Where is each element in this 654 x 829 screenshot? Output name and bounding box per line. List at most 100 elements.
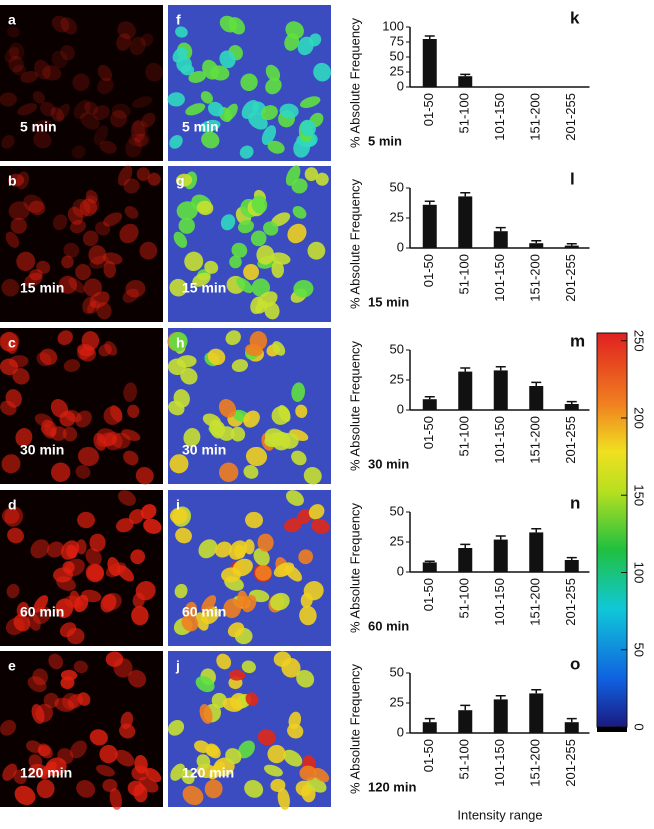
cell — [184, 601, 197, 618]
cell — [140, 504, 157, 520]
cell — [0, 331, 20, 352]
x-tick-label: 201-255 — [563, 578, 578, 626]
chart-label: 60 min — [368, 618, 409, 633]
cell — [244, 780, 264, 798]
cell — [173, 389, 190, 408]
cell — [304, 167, 319, 182]
cell — [104, 341, 118, 356]
cell — [121, 429, 141, 441]
cell — [223, 598, 242, 619]
micrograph-red — [0, 5, 163, 161]
y-tick-label: 25 — [390, 371, 404, 386]
cell — [77, 511, 96, 529]
cell — [175, 173, 193, 187]
cell — [113, 657, 133, 678]
cell — [39, 101, 56, 117]
cell — [71, 145, 86, 159]
cell — [199, 704, 213, 724]
error-bar — [460, 192, 471, 197]
cell — [207, 348, 226, 366]
cell — [201, 131, 220, 149]
x-tick-label: 101-150 — [492, 578, 507, 626]
error-bar — [566, 243, 577, 246]
cell — [39, 348, 58, 366]
cell — [28, 200, 46, 216]
cell — [298, 549, 314, 565]
cell — [17, 103, 38, 116]
cell — [234, 544, 246, 559]
cell — [33, 131, 52, 149]
y-tick-label: 0 — [397, 563, 404, 578]
cell — [229, 255, 242, 269]
cell — [64, 409, 82, 423]
cell — [214, 541, 232, 558]
cell — [243, 465, 259, 479]
cell — [48, 653, 64, 670]
panel-letter: o — [570, 654, 580, 673]
cell — [89, 533, 106, 552]
y-tick-label: 75 — [390, 33, 404, 48]
cell — [175, 527, 192, 544]
cell — [192, 272, 211, 287]
cell — [103, 212, 123, 227]
x-tick-label: 101-150 — [492, 93, 507, 141]
cell — [1, 507, 20, 524]
cell — [93, 125, 109, 145]
cell — [284, 518, 302, 533]
cell — [83, 195, 100, 214]
cell — [123, 450, 139, 466]
cell — [270, 592, 290, 611]
cell — [119, 223, 139, 244]
cell — [183, 428, 201, 447]
cell — [231, 242, 248, 258]
cell — [199, 119, 221, 133]
error-bar — [460, 704, 471, 711]
cell — [245, 446, 268, 467]
cell — [222, 697, 243, 712]
cell — [38, 743, 53, 759]
x-tick-label: 151-200 — [528, 254, 543, 302]
cell — [32, 91, 45, 104]
cell — [196, 754, 211, 769]
x-tick-label: 51-100 — [457, 254, 472, 294]
cell — [1, 135, 15, 149]
y-axis-label: % Absolute Frequency — [347, 663, 362, 794]
cell — [143, 518, 162, 534]
cell — [60, 17, 78, 35]
cell — [115, 749, 135, 767]
cell — [257, 291, 278, 309]
cell — [134, 133, 150, 148]
cell — [167, 92, 185, 107]
bar — [458, 371, 473, 410]
bar — [493, 699, 508, 733]
cell — [291, 382, 306, 402]
time-label: 60 min — [20, 604, 64, 620]
bar — [564, 560, 579, 572]
time-label: 120 min — [182, 765, 234, 781]
cell — [270, 778, 286, 793]
error-bar — [460, 73, 471, 77]
cell — [263, 221, 279, 236]
cell — [283, 749, 303, 767]
cell — [201, 595, 217, 613]
cell — [251, 195, 268, 214]
panel-letter: j — [175, 658, 180, 674]
cell — [220, 214, 236, 231]
cell — [73, 660, 88, 674]
cell — [0, 92, 17, 107]
x-tick-label: 01-50 — [421, 739, 436, 772]
cell — [127, 404, 140, 418]
error-bar — [531, 381, 542, 386]
bar — [458, 548, 473, 572]
cell — [117, 21, 136, 40]
cell — [128, 669, 147, 688]
cell — [182, 785, 204, 806]
cell — [84, 101, 98, 115]
bar — [422, 562, 437, 572]
cell — [96, 764, 115, 777]
x-tick-label: 01-50 — [421, 578, 436, 611]
x-tick-label: 151-200 — [528, 739, 543, 787]
cell — [7, 26, 20, 38]
cell — [300, 592, 313, 608]
cell — [257, 729, 276, 746]
